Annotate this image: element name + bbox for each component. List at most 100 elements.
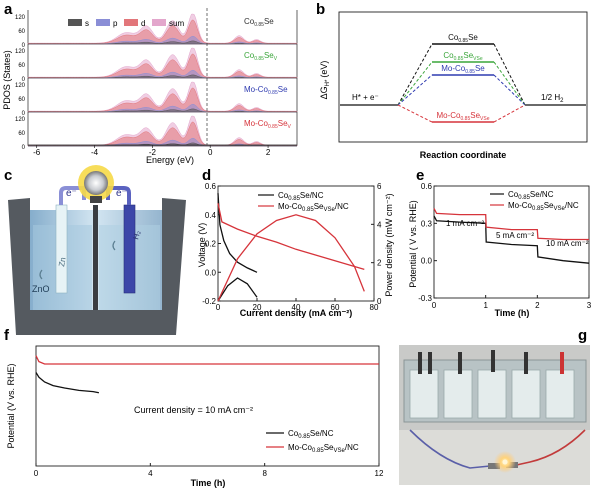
wire-blue (409, 429, 491, 469)
pdos-envelope (27, 53, 298, 79)
cell-2 (443, 369, 473, 419)
product-label: ZnO (32, 284, 50, 294)
legend-swatch-p (96, 19, 110, 26)
cell-3 (477, 369, 507, 419)
y2-tick-label: 4 (377, 220, 382, 229)
y-tick-label: -0.2 (202, 297, 216, 306)
durability-y-label: Potential (V vs. RHE) (6, 363, 16, 448)
pdos-y-tick: 0 (22, 43, 26, 49)
photo-table (399, 430, 590, 485)
galvanostatic-y-label: Potential ( V vs. RHE) (408, 200, 418, 288)
legend-label-co: Co0.85Se/NC (288, 429, 334, 440)
cell-4 (511, 369, 541, 419)
x-tick-label: 40 (292, 303, 301, 312)
pdos-row: 0 60 120 Co0.85Se (15, 10, 298, 49)
pdos-x-tick-label: -6 (33, 148, 41, 157)
pdos-row: 0 60 120 Mo-Co0.85Se (15, 78, 298, 117)
series-line (217, 214, 365, 302)
clip-2 (428, 352, 432, 374)
label-sub: 0.85 (254, 56, 264, 62)
free-energy-y-label: ΔGH*(eV) (319, 61, 331, 100)
x-tick-label: 4 (148, 469, 153, 478)
label-tail: Se (468, 33, 478, 42)
level-label: Co0.85Se (448, 33, 478, 44)
pdos-y-tick: 60 (18, 97, 25, 103)
legend-label-s: s (85, 19, 89, 28)
pdos-y-tick: 60 (18, 63, 25, 69)
y-tick-label: 0.2 (205, 240, 217, 249)
pdos-x-tick-label: -4 (91, 148, 99, 157)
galvanostatic-plot-frame (433, 185, 590, 299)
pdos-envelope (27, 19, 298, 45)
pdos-y-label: PDOS (States) (2, 50, 12, 110)
y2-tick-label: 2 (377, 259, 382, 268)
power-x-label: Current density (mA cm⁻²) (240, 308, 352, 318)
power-ticks: 0 20 40 60 80 -0.2 0.0 0.2 0.4 0.6 0 2 4 6 (202, 182, 382, 312)
pdos-legend: s p d sum (68, 19, 184, 28)
label-tail: Se (264, 51, 274, 60)
legend-label-d: d (141, 19, 145, 28)
power-series (217, 193, 365, 302)
level-connector-right (493, 104, 526, 123)
label-tail-sub: V (288, 124, 292, 130)
pdos-y-tick: 60 (18, 131, 25, 137)
label-base: Mo-Co (437, 111, 462, 120)
anode-label: Zn (57, 257, 67, 268)
panel-b-label: b (316, 1, 325, 18)
label-sub: 0.85 (268, 90, 278, 96)
y-tick-label: 0.0 (205, 268, 217, 277)
durability-plot-frame (35, 345, 380, 467)
level-connector-left (397, 43, 433, 106)
level-connector-left (397, 104, 433, 123)
legend-label-mo: Mo-Co0.85SeVSe/NC (288, 443, 359, 454)
pdos-y-tick: 120 (15, 117, 26, 123)
clip-6 (560, 352, 564, 374)
free-energy-plot-frame (338, 11, 588, 143)
durability-legend: Co0.85Se/NC Mo-Co0.85SeVSe/NC (266, 429, 359, 454)
panel-g-label: g (578, 327, 587, 344)
pdos-x-ticks: -6 -4 -2 0 2 (33, 145, 271, 157)
clip-1 (418, 352, 422, 374)
bulb-socket (90, 196, 102, 203)
level-connector-right (493, 43, 526, 106)
pdos-envelope (27, 40, 298, 45)
pdos-row-label: Mo-Co0.85SeV (244, 119, 292, 130)
pdos-row-label: Co0.85SeV (244, 51, 278, 62)
panel-c-label: c (4, 167, 12, 184)
pdos-y-tick: 0 (22, 145, 26, 151)
power-y-label-right: Power density (mW cm⁻²) (384, 193, 394, 296)
led-icon (502, 459, 508, 465)
light-bulb-icon (84, 171, 108, 195)
label-sub: 0.85 (454, 56, 464, 62)
right-wire (106, 186, 131, 205)
annotation-5ma: 5 mA cm⁻² (496, 231, 534, 240)
durability-series (35, 355, 379, 394)
power-legend: Co0.85Se/NC Mo-Co0.85SeVSe/NC (258, 191, 349, 213)
alligator-clip-left (488, 463, 500, 469)
legend-label-mo: Mo-Co0.85SeVSe/NC (508, 201, 579, 212)
label-tail-sub: V (274, 56, 278, 62)
legend-swatch-s (68, 19, 82, 26)
panel-a-label: a (4, 1, 13, 18)
label-base: Co (443, 51, 454, 60)
wire-red (511, 429, 586, 467)
pdos-row-label: Co0.85Se (244, 17, 274, 28)
label-base: Mo-Co (441, 64, 466, 73)
panel-b: b ΔGH*(eV) Reaction coordinate H* + e⁻ 1… (316, 1, 588, 160)
y-tick-label: 0.6 (205, 182, 217, 191)
label-tail: Se (475, 64, 485, 73)
pdos-y-tick: 60 (18, 29, 25, 35)
y2-tick-label: 6 (377, 182, 382, 191)
legend-label-sum: sum (169, 19, 184, 28)
y-tick-label: 0.0 (421, 257, 433, 266)
legend-label-p: p (113, 19, 118, 28)
level-label: Mo-Co0.85SeVSe (437, 111, 490, 122)
x-tick-label: 20 (253, 303, 262, 312)
label-sub: 0.85 (461, 116, 471, 122)
legend-label-co: Co0.85Se/NC (278, 191, 324, 202)
y-tick-label: -0.3 (418, 294, 432, 303)
x-tick-label: 12 (375, 469, 384, 478)
